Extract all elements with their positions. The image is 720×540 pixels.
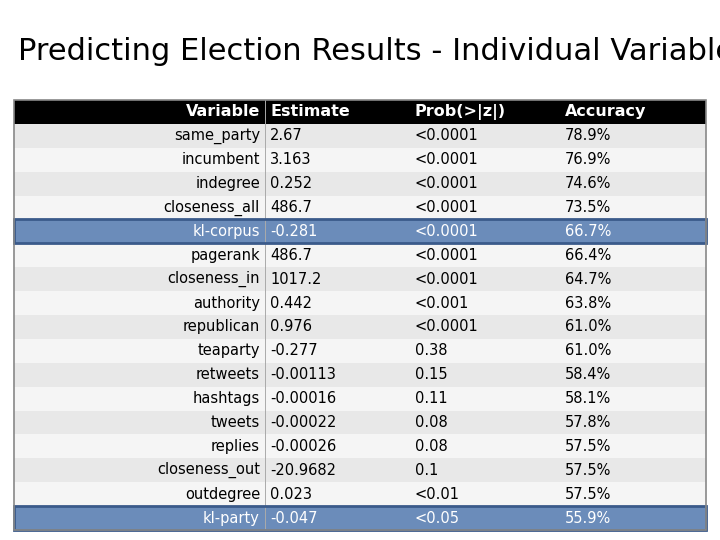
- Bar: [14, 458, 706, 482]
- Bar: [14, 219, 706, 244]
- Text: retweets: retweets: [196, 367, 260, 382]
- Text: 57.5%: 57.5%: [565, 439, 611, 454]
- Text: 0.252: 0.252: [270, 176, 312, 191]
- Text: indegree: indegree: [195, 176, 260, 191]
- Text: closeness_all: closeness_all: [163, 199, 260, 215]
- Text: same_party: same_party: [174, 128, 260, 144]
- Text: 66.4%: 66.4%: [565, 248, 611, 263]
- Text: 0.1: 0.1: [415, 463, 438, 478]
- Text: <0.0001: <0.0001: [415, 152, 479, 167]
- Bar: [14, 410, 706, 435]
- Bar: [14, 244, 706, 267]
- Text: 61.0%: 61.0%: [565, 343, 611, 359]
- Text: 486.7: 486.7: [270, 248, 312, 263]
- Text: 57.8%: 57.8%: [565, 415, 611, 430]
- Text: 0.442: 0.442: [270, 295, 312, 310]
- Text: outdegree: outdegree: [185, 487, 260, 502]
- Text: <0.0001: <0.0001: [415, 200, 479, 215]
- Text: kl-corpus: kl-corpus: [192, 224, 260, 239]
- Text: <0.01: <0.01: [415, 487, 460, 502]
- Text: republican: republican: [183, 320, 260, 334]
- Text: <0.0001: <0.0001: [415, 272, 479, 287]
- Text: Accuracy: Accuracy: [565, 104, 647, 119]
- Text: <0.0001: <0.0001: [415, 248, 479, 263]
- Text: Estimate: Estimate: [270, 104, 350, 119]
- Text: <0.0001: <0.0001: [415, 224, 479, 239]
- Bar: [14, 506, 706, 530]
- Text: replies: replies: [211, 439, 260, 454]
- Text: 0.38: 0.38: [415, 343, 448, 359]
- Text: 66.7%: 66.7%: [565, 224, 611, 239]
- Text: 64.7%: 64.7%: [565, 272, 611, 287]
- Text: -0.00016: -0.00016: [270, 391, 336, 406]
- Bar: [14, 339, 706, 363]
- Text: -0.00022: -0.00022: [270, 415, 336, 430]
- Text: 3.163: 3.163: [270, 152, 312, 167]
- Text: Prob(>|z|): Prob(>|z|): [415, 104, 506, 120]
- Bar: [14, 172, 706, 195]
- Text: <0.0001: <0.0001: [415, 320, 479, 334]
- Text: authority: authority: [193, 295, 260, 310]
- Text: 0.15: 0.15: [415, 367, 448, 382]
- Text: 0.11: 0.11: [415, 391, 448, 406]
- Text: 74.6%: 74.6%: [565, 176, 611, 191]
- Text: 57.5%: 57.5%: [565, 463, 611, 478]
- Text: 61.0%: 61.0%: [565, 320, 611, 334]
- Text: 0.08: 0.08: [415, 415, 448, 430]
- Bar: [14, 291, 706, 315]
- Text: -0.047: -0.047: [270, 510, 318, 525]
- Text: 58.4%: 58.4%: [565, 367, 611, 382]
- Bar: [14, 363, 706, 387]
- Text: 78.9%: 78.9%: [565, 129, 611, 143]
- Text: 486.7: 486.7: [270, 200, 312, 215]
- Text: tweets: tweets: [211, 415, 260, 430]
- Bar: [14, 124, 706, 148]
- Text: teaparty: teaparty: [197, 343, 260, 359]
- Text: hashtags: hashtags: [193, 391, 260, 406]
- Bar: [14, 482, 706, 506]
- Text: 0.08: 0.08: [415, 439, 448, 454]
- Text: -0.00113: -0.00113: [270, 367, 336, 382]
- Text: 0.976: 0.976: [270, 320, 312, 334]
- Text: 76.9%: 76.9%: [565, 152, 611, 167]
- Text: 58.1%: 58.1%: [565, 391, 611, 406]
- Bar: [14, 315, 706, 339]
- Text: -20.9682: -20.9682: [270, 463, 336, 478]
- Text: pagerank: pagerank: [190, 248, 260, 263]
- Text: Variable: Variable: [186, 104, 260, 119]
- Text: kl-party: kl-party: [203, 510, 260, 525]
- Text: <0.05: <0.05: [415, 510, 460, 525]
- Text: 57.5%: 57.5%: [565, 487, 611, 502]
- Text: 63.8%: 63.8%: [565, 295, 611, 310]
- Text: -0.277: -0.277: [270, 343, 318, 359]
- Text: 2.67: 2.67: [270, 129, 302, 143]
- Bar: [14, 387, 706, 410]
- Text: incumbent: incumbent: [181, 152, 260, 167]
- Text: <0.0001: <0.0001: [415, 176, 479, 191]
- Text: <0.001: <0.001: [415, 295, 469, 310]
- Bar: [14, 435, 706, 458]
- Text: <0.0001: <0.0001: [415, 129, 479, 143]
- Bar: [14, 219, 706, 244]
- Text: closeness_in: closeness_in: [168, 271, 260, 287]
- Text: 0.023: 0.023: [270, 487, 312, 502]
- Text: -0.00026: -0.00026: [270, 439, 336, 454]
- Bar: [14, 148, 706, 172]
- Text: 73.5%: 73.5%: [565, 200, 611, 215]
- Text: Predicting Election Results - Individual Variables: Predicting Election Results - Individual…: [18, 37, 720, 66]
- Bar: [14, 506, 706, 530]
- Bar: [14, 267, 706, 291]
- Bar: [14, 195, 706, 219]
- Text: -0.281: -0.281: [270, 224, 318, 239]
- Text: 55.9%: 55.9%: [565, 510, 611, 525]
- Text: closeness_out: closeness_out: [157, 462, 260, 478]
- Bar: [14, 100, 706, 530]
- Text: 1017.2: 1017.2: [270, 272, 321, 287]
- Bar: [14, 100, 706, 124]
